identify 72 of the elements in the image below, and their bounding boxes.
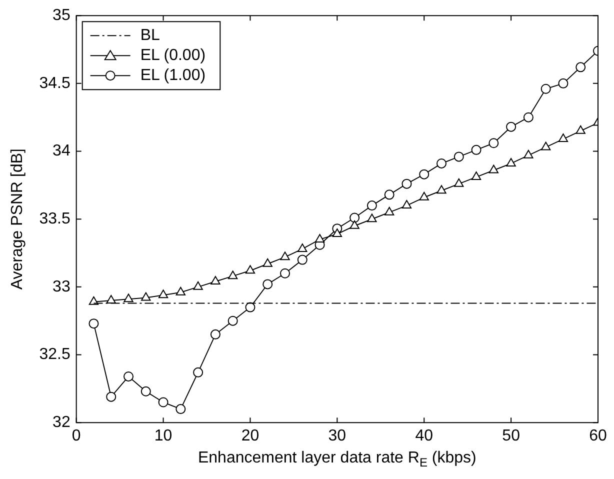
point — [419, 192, 429, 200]
point — [540, 84, 551, 94]
x-tick-label: 20 — [241, 428, 260, 445]
x-tick-label: 50 — [502, 428, 520, 445]
point — [436, 185, 446, 194]
point — [262, 279, 273, 290]
y-axis-title: Average PSNR [dB] — [9, 148, 26, 290]
legend-label: EL (1.00) — [140, 67, 206, 84]
point — [193, 281, 203, 290]
point — [350, 220, 360, 229]
point — [297, 254, 308, 265]
point — [402, 178, 412, 189]
point — [506, 122, 516, 132]
point — [558, 78, 568, 88]
point — [419, 169, 430, 180]
point — [488, 164, 498, 174]
y-tick-label: 35 — [52, 7, 70, 24]
point — [384, 190, 394, 200]
point — [384, 206, 394, 216]
point — [454, 152, 464, 162]
point — [576, 125, 586, 134]
point — [366, 200, 377, 211]
legend-label: BL — [140, 27, 160, 44]
point — [124, 371, 134, 382]
y-tick-label: 34 — [52, 142, 70, 160]
y-tick-label: 33.5 — [39, 210, 70, 228]
point — [471, 144, 482, 155]
point — [88, 318, 99, 329]
point — [332, 228, 342, 238]
y-tick-label: 32.5 — [39, 346, 70, 364]
point — [541, 142, 551, 150]
x-tick-label: 60 — [589, 428, 607, 445]
legend-label: EL (0.00) — [140, 47, 206, 64]
point — [262, 258, 272, 267]
point — [367, 214, 377, 222]
point — [506, 158, 516, 166]
point — [524, 150, 534, 158]
point — [436, 158, 446, 168]
point — [176, 286, 186, 296]
y-tick-label: 33 — [52, 278, 70, 296]
point — [228, 316, 238, 326]
point — [350, 212, 360, 223]
point — [488, 138, 499, 148]
point — [558, 134, 568, 142]
point — [141, 292, 151, 301]
x-tick-label: 0 — [72, 428, 81, 445]
point — [523, 112, 534, 122]
x-tick-label: 40 — [415, 428, 434, 445]
point — [576, 62, 586, 72]
x-tick-label: 30 — [328, 428, 346, 445]
y-tick-label: 34.5 — [39, 74, 70, 92]
x-tick-label: 10 — [154, 428, 172, 445]
point — [245, 302, 256, 312]
point — [454, 178, 464, 187]
point — [210, 329, 220, 340]
point — [280, 252, 290, 260]
point — [140, 386, 151, 396]
point — [314, 234, 325, 242]
point — [471, 172, 482, 180]
point — [298, 243, 308, 252]
point — [158, 397, 168, 408]
y-tick-label: 32 — [52, 414, 70, 432]
point — [245, 265, 256, 274]
point — [280, 268, 290, 278]
point — [193, 367, 204, 378]
point — [176, 404, 186, 414]
point — [158, 290, 168, 298]
point — [106, 392, 116, 402]
point — [124, 294, 134, 302]
point — [210, 276, 220, 285]
point — [228, 270, 238, 280]
point — [402, 200, 412, 209]
